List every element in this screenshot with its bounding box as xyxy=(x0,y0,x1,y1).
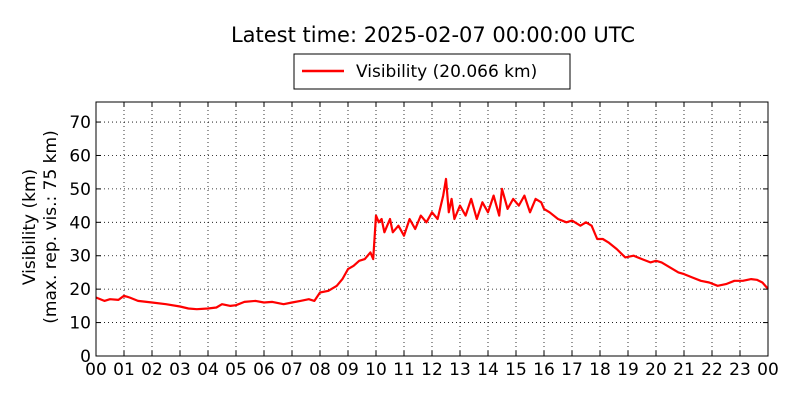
x-tick-label: 10 xyxy=(365,360,387,380)
plot-frame xyxy=(95,101,769,357)
x-tick-label: 15 xyxy=(505,360,527,380)
y-tick-label: 20 xyxy=(69,280,91,300)
y-tick-label: 70 xyxy=(69,113,91,133)
chart-title: Latest time: 2025-02-07 00:00:00 UTC xyxy=(231,23,635,47)
x-tick-label: 00 xyxy=(85,360,107,380)
x-tick-label: 20 xyxy=(645,360,667,380)
y-tick-label: 10 xyxy=(69,314,91,334)
x-tick-label: 03 xyxy=(169,360,191,380)
x-tick-label: 02 xyxy=(141,360,163,380)
legend: Visibility (20.066 km) xyxy=(293,53,571,90)
x-tick-label: 06 xyxy=(253,360,275,380)
x-tick-label: 04 xyxy=(197,360,219,380)
x-tick-label: 22 xyxy=(701,360,723,380)
x-tick-label: 16 xyxy=(533,360,555,380)
x-tick-label: 21 xyxy=(673,360,695,380)
x-tick-label: 08 xyxy=(309,360,331,380)
x-tick-label: 23 xyxy=(729,360,751,380)
x-tick-label: 12 xyxy=(421,360,443,380)
x-tick-label: 07 xyxy=(281,360,303,380)
plot-area: 00 01 02 03 04 05 06 07 08 09 10 11 12 13 14 15 16 17 18 19… xyxy=(69,101,779,380)
y-tick-label: 50 xyxy=(69,180,91,200)
y-tick-label: 40 xyxy=(69,213,91,233)
x-tick-label: 01 xyxy=(113,360,135,380)
y-axis-label-line2: (max. rep. vis.: 75 km) xyxy=(41,130,61,323)
y-tick-label: 0 xyxy=(80,347,91,367)
x-tick-label: 00 xyxy=(757,360,779,380)
y-tick-label: 60 xyxy=(69,146,91,166)
y-tick-label: 30 xyxy=(69,247,91,267)
x-tick-label: 19 xyxy=(617,360,639,380)
x-tick-label: 17 xyxy=(561,360,583,380)
x-tick-label: 11 xyxy=(393,360,415,380)
legend-label: Visibility (20.066 km) xyxy=(356,62,537,82)
x-tick-label: 13 xyxy=(449,360,471,380)
y-axis-label-line1: Visibility (km) xyxy=(20,169,40,285)
x-tick-label: 05 xyxy=(225,360,247,380)
series-line-0 xyxy=(95,177,769,311)
x-tick-label: 14 xyxy=(477,360,499,380)
x-tick-label: 18 xyxy=(589,360,611,380)
x-tick-label: 09 xyxy=(337,360,359,380)
